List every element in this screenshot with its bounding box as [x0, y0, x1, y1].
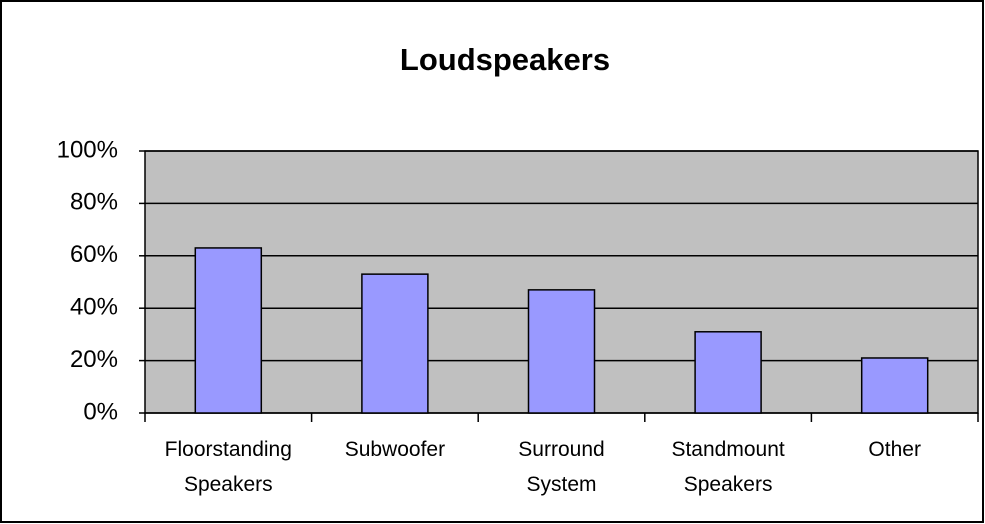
x-tick-label: Floorstanding Speakers: [165, 438, 292, 496]
label-line: System: [526, 473, 596, 496]
x-tick-label: Other: [868, 438, 921, 461]
chart-title: Loudspeakers: [400, 42, 610, 77]
x-tick-label: Surround System: [518, 438, 604, 496]
label-line: Subwoofer: [345, 438, 445, 461]
x-tick-label: Subwoofer: [345, 438, 445, 461]
y-tick-label: 0%: [83, 398, 118, 425]
label-line: Other: [868, 438, 921, 461]
y-tick-label: 80%: [70, 189, 118, 216]
bar: [694, 331, 762, 414]
x-tick-label: Standmount Speakers: [671, 438, 784, 496]
y-tick-label: 20%: [70, 346, 118, 373]
y-tick-label: 60%: [70, 241, 118, 268]
bar: [361, 273, 429, 414]
label-line: Speakers: [184, 473, 273, 496]
label-line: Floorstanding: [165, 438, 292, 461]
label-line: Surround: [518, 438, 604, 461]
label-line: Speakers: [684, 473, 773, 496]
bar: [194, 247, 263, 414]
y-tick-label: 40%: [70, 294, 118, 321]
y-tick-label: 100%: [57, 136, 118, 163]
bar: [527, 289, 596, 414]
bar: [860, 357, 929, 414]
label-line: Standmount: [671, 438, 784, 461]
